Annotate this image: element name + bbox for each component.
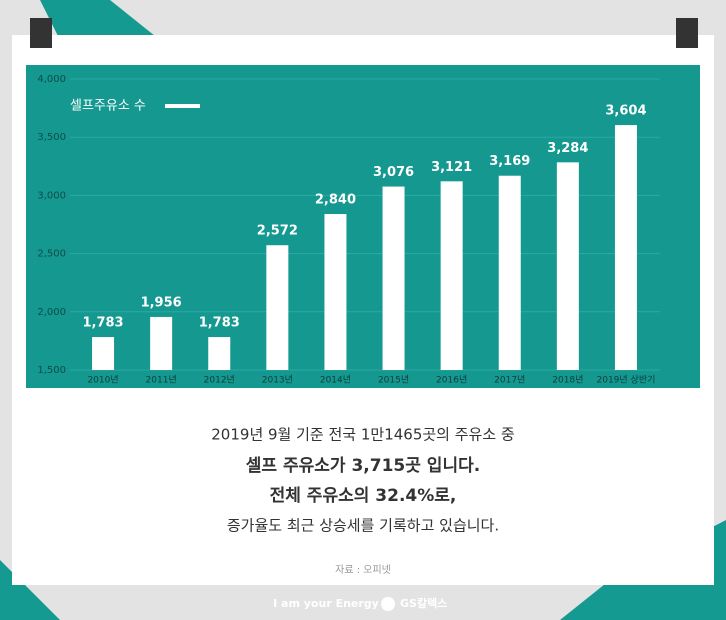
data-label: 3,604: [605, 104, 646, 119]
bar: [150, 316, 173, 370]
bar: [556, 162, 579, 370]
x-tick-label: 2019년 상반기: [597, 375, 656, 386]
data-label: 2,572: [257, 224, 298, 239]
clip: [676, 18, 698, 48]
y-tick-label: 2,500: [37, 249, 66, 260]
data-label: 3,076: [373, 165, 414, 180]
bar: [208, 337, 231, 370]
brand: GS칼텍스: [400, 596, 447, 610]
data-label: 3,121: [431, 160, 472, 175]
data-label: 1,783: [199, 316, 240, 331]
bar: [266, 245, 289, 370]
body-text: 셀프 주유소가 3,715곳 입니다.: [246, 456, 480, 476]
body-text: 전체 주유소의 32.4%로,: [270, 486, 457, 506]
data-label: 2,840: [315, 193, 356, 208]
x-tick-label: 2010년: [87, 375, 118, 386]
logo: [381, 597, 395, 611]
x-tick-label: 2011년: [146, 375, 177, 386]
y-tick-label: 4,000: [37, 74, 66, 85]
data-label: 3,169: [489, 154, 530, 169]
source: 자료 : 오피넷: [335, 564, 391, 576]
x-tick-label: 2014년: [320, 375, 351, 386]
legend-label: 셀프주유소 수: [70, 99, 146, 114]
y-tick-label: 2,000: [37, 307, 66, 318]
slogan: I am your Energy: [273, 597, 379, 610]
bar: [382, 186, 405, 370]
data-label: 1,783: [82, 316, 123, 331]
y-tick-label: 3,000: [37, 190, 66, 201]
body-text: 2019년 9월 기준 전국 1만1465곳의 주유소 중: [211, 426, 514, 444]
x-tick-label: 2012년: [204, 375, 235, 386]
y-tick-label: 1,500: [37, 365, 66, 376]
bar: [440, 181, 463, 370]
clip: [30, 18, 52, 48]
x-tick-label: 2016년: [436, 375, 467, 386]
chart-panel: [26, 65, 700, 388]
bar: [92, 337, 115, 370]
x-tick-label: 2018년: [552, 375, 583, 386]
bar: [614, 125, 637, 371]
y-tick-label: 3,500: [37, 132, 66, 143]
x-tick-label: 2013년: [262, 375, 293, 386]
stripe: [40, 0, 160, 40]
data-label: 1,956: [141, 295, 182, 310]
bar: [498, 175, 521, 370]
x-tick-label: 2017년: [494, 375, 525, 386]
data-label: 3,284: [547, 141, 588, 156]
bar: [324, 214, 347, 370]
body-text: 증가율도 최근 상승세를 기록하고 있습니다.: [227, 517, 499, 535]
x-tick-label: 2015년: [378, 375, 409, 386]
